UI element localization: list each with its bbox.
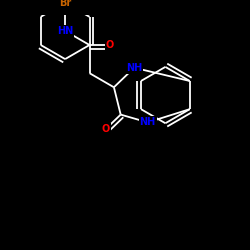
Text: Br: Br: [59, 0, 71, 8]
Text: O: O: [106, 40, 114, 50]
Text: HN: HN: [57, 26, 73, 36]
Text: O: O: [101, 124, 110, 134]
Text: NH: NH: [140, 118, 156, 128]
Text: NH: NH: [126, 63, 142, 73]
